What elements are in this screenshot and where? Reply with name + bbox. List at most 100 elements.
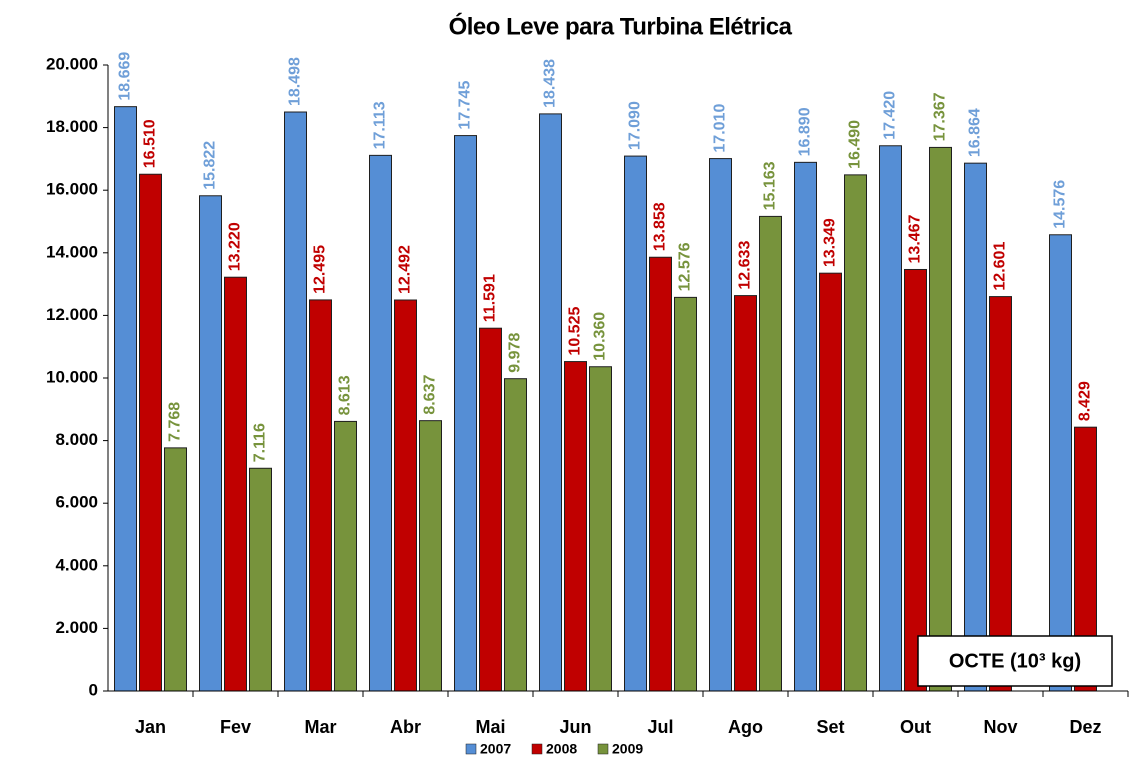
value-label: 13.858 [652, 202, 669, 251]
y-tick-label: 16.000 [46, 180, 98, 199]
y-tick-label: 12.000 [46, 305, 98, 324]
value-label: 16.510 [142, 119, 159, 168]
legend-label: 2008 [546, 741, 577, 757]
value-label: 17.090 [627, 101, 644, 150]
x-tick-label: Abr [390, 717, 421, 737]
y-tick-label: 10.000 [46, 367, 98, 386]
value-label: 7.768 [167, 402, 184, 442]
value-label: 14.576 [1052, 180, 1069, 229]
bar [964, 162, 987, 692]
bar [1049, 234, 1072, 692]
y-tick-label: 4.000 [55, 555, 98, 574]
value-label: 18.438 [542, 59, 559, 108]
value-label: 10.525 [567, 307, 584, 356]
bar [504, 378, 527, 692]
bar [929, 146, 952, 692]
bar [249, 467, 272, 692]
value-label: 8.637 [422, 375, 439, 415]
x-tick-label: Set [816, 717, 844, 737]
x-tick-label: Nov [983, 717, 1017, 737]
value-label: 18.498 [287, 57, 304, 106]
value-label: 15.822 [202, 141, 219, 190]
bar [709, 158, 732, 692]
x-tick-label: Jan [135, 717, 166, 737]
y-tick-label: 0 [89, 680, 98, 699]
bar [394, 299, 417, 692]
value-label: 17.745 [457, 81, 474, 130]
value-label: 8.429 [1077, 381, 1094, 421]
x-tick-label: Jun [559, 717, 591, 737]
bar [674, 296, 697, 692]
annotation-box [917, 635, 1113, 687]
bar [904, 268, 927, 692]
legend-label: 2009 [612, 741, 643, 757]
legend-swatch [531, 743, 543, 755]
value-label: 13.349 [822, 218, 839, 267]
bar [419, 420, 442, 692]
legend-label: 2007 [480, 741, 511, 757]
x-tick-label: Dez [1069, 717, 1101, 737]
bar [224, 276, 247, 692]
bar [589, 366, 612, 692]
value-label: 7.116 [252, 423, 269, 462]
value-label: 10.360 [592, 312, 609, 361]
bar [564, 361, 587, 692]
value-label: 12.576 [677, 242, 694, 291]
value-label: 13.220 [227, 222, 244, 271]
annotation: OCTE (10³ kg) [949, 650, 1081, 672]
bar [819, 272, 842, 692]
bar [369, 154, 392, 692]
bar [284, 111, 307, 692]
bar [759, 215, 782, 692]
bar [624, 155, 647, 692]
value-label: 11.591 [482, 274, 499, 322]
x-tick-label: Fev [220, 717, 251, 737]
value-label: 8.613 [337, 375, 354, 415]
value-label: 12.492 [397, 245, 414, 294]
y-tick-label: 18.000 [46, 117, 98, 136]
value-label: 12.495 [312, 245, 329, 294]
value-label: 16.890 [797, 107, 814, 156]
bar [734, 295, 757, 692]
x-tick-label: Out [900, 717, 931, 737]
value-label: 16.490 [847, 120, 864, 169]
y-tick-label: 6.000 [55, 493, 98, 512]
bar [879, 145, 902, 692]
value-label: 17.420 [882, 91, 899, 140]
y-tick-label: 14.000 [46, 242, 98, 261]
x-tick-label: Jul [647, 717, 673, 737]
value-label: 9.978 [507, 333, 524, 373]
value-label: 12.633 [737, 241, 754, 290]
value-label: 17.113 [372, 101, 389, 149]
bar [989, 296, 1012, 692]
x-tick-label: Mai [475, 717, 505, 737]
value-label: 16.864 [967, 108, 984, 157]
x-tick-label: Mar [304, 717, 336, 737]
chart-title: Óleo Leve para Turbina Elétrica [449, 12, 793, 40]
bar [794, 161, 817, 692]
bar [479, 327, 502, 692]
bar [649, 256, 672, 692]
bar [844, 174, 867, 692]
value-label: 12.601 [992, 242, 1009, 291]
value-label: 18.669 [117, 52, 134, 101]
y-tick-label: 2.000 [55, 618, 98, 637]
value-label: 13.467 [907, 214, 924, 263]
legend-swatch [597, 743, 609, 755]
value-label: 17.367 [932, 92, 949, 141]
bar [454, 135, 477, 692]
bar [164, 447, 187, 692]
bar [139, 173, 162, 692]
bar [334, 420, 357, 692]
bar [199, 195, 222, 692]
bar [539, 113, 562, 692]
value-label: 15.163 [762, 161, 779, 210]
legend-swatch [465, 743, 477, 755]
y-tick-label: 20.000 [46, 54, 98, 73]
bar [309, 299, 332, 692]
bar [114, 106, 137, 692]
x-tick-label: Ago [728, 717, 763, 737]
y-tick-label: 8.000 [55, 430, 98, 449]
value-label: 17.010 [712, 104, 729, 153]
